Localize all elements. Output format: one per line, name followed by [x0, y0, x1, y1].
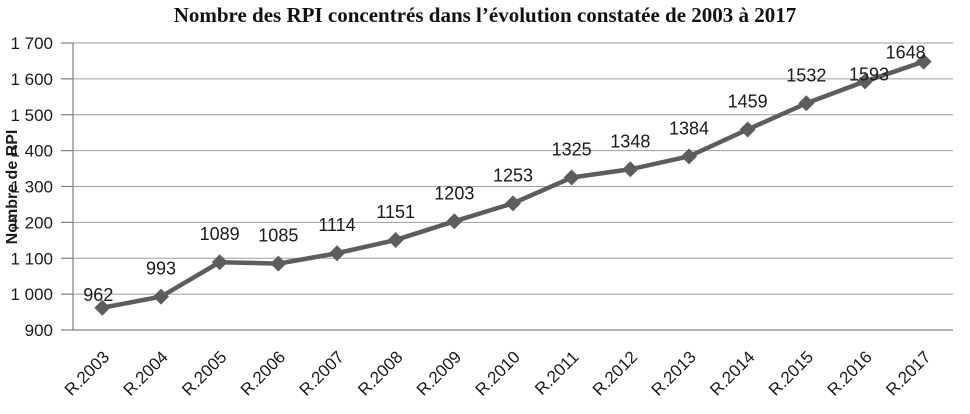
data-label: 1151 — [376, 202, 415, 222]
data-point — [563, 169, 580, 186]
y-tick-label: 1 600 — [10, 70, 53, 89]
data-point — [505, 195, 521, 212]
x-tick-label: R.2007 — [296, 347, 348, 399]
y-tick-label: 1 200 — [10, 213, 53, 232]
x-tick-label: R.2016 — [824, 347, 876, 399]
x-tick-label: R.2003 — [61, 347, 113, 399]
data-label: 1384 — [669, 118, 709, 138]
x-tick-label: R.2010 — [472, 347, 524, 399]
y-tick-label: 1 000 — [10, 285, 53, 304]
data-label: 1459 — [728, 91, 768, 111]
data-point — [622, 161, 639, 178]
y-tick-label: 1 500 — [10, 106, 53, 125]
x-tick-label: R.2017 — [882, 347, 934, 399]
data-point — [681, 148, 697, 165]
data-label: 1593 — [849, 64, 889, 84]
data-point — [915, 53, 932, 70]
data-label: 1253 — [493, 165, 533, 185]
x-tick-label: R.2009 — [413, 347, 465, 399]
x-tick-label: R.2008 — [354, 347, 406, 399]
y-tick-label: 1 400 — [10, 142, 53, 161]
data-label: 962 — [83, 285, 113, 305]
y-tick-label: 1 700 — [10, 34, 53, 53]
x-tick-label: R.2006 — [237, 347, 289, 399]
data-point — [798, 95, 815, 112]
data-point — [270, 255, 287, 272]
y-axis-title: Nombre de RPI — [4, 129, 21, 245]
x-tick-label: R.2015 — [765, 347, 817, 399]
y-tick-label: 900 — [25, 321, 53, 340]
data-label: 993 — [146, 259, 176, 279]
data-point — [857, 73, 873, 90]
data-point — [739, 121, 756, 138]
x-tick-label: R.2012 — [589, 347, 641, 399]
data-label: 1532 — [786, 65, 826, 85]
data-point — [94, 299, 111, 316]
data-label: 1325 — [552, 140, 592, 160]
data-label: 1203 — [434, 183, 474, 203]
data-point — [153, 288, 169, 305]
x-tick-label: R.2013 — [648, 347, 700, 399]
data-point — [446, 213, 463, 230]
data-label: 1114 — [318, 215, 355, 235]
data-label: 1089 — [200, 224, 240, 244]
x-tick-label: R.2005 — [178, 347, 230, 399]
data-point — [387, 231, 404, 248]
chart-title: Nombre des RPI concentrés dans l’évoluti… — [173, 3, 797, 27]
x-tick-label: R.2011 — [531, 347, 582, 398]
data-label: 1348 — [610, 131, 650, 151]
x-tick-label: R.2004 — [120, 347, 172, 399]
y-tick-label: 1 100 — [10, 249, 53, 268]
data-label: 1085 — [258, 226, 298, 246]
data-point — [211, 254, 228, 271]
y-tick-label: 1 300 — [10, 178, 53, 197]
data-label: 1648 — [886, 43, 926, 63]
data-point — [329, 245, 345, 262]
x-tick-label: R.2014 — [706, 347, 758, 399]
